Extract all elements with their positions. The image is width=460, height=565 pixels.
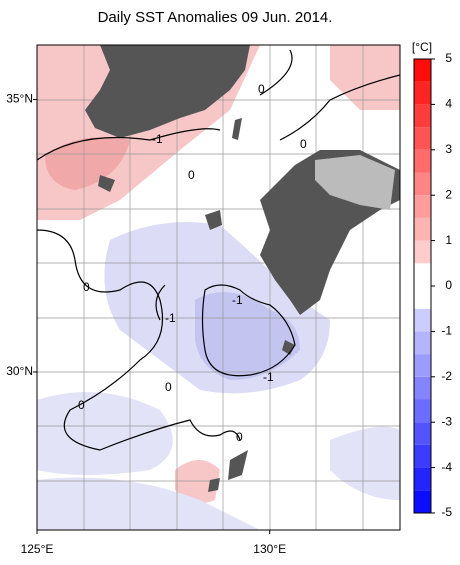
contour-label: 0 (258, 82, 265, 96)
colorbar-band (414, 81, 431, 105)
colorbar-band (414, 286, 431, 309)
warm-anomaly (330, 45, 400, 110)
colorbar-label: [°C] (412, 40, 432, 54)
contour-label: 0 (165, 380, 172, 394)
contour-label: 0 (236, 430, 243, 444)
warm-anomaly (175, 460, 220, 504)
contours (37, 49, 400, 451)
land-light (315, 155, 395, 210)
contour-label: 0 (188, 168, 195, 182)
colorbar-tick-label: 1 (445, 233, 452, 247)
colorbar-band (414, 172, 431, 196)
colorbar-band (414, 422, 431, 445)
colorbar-tick-label: -4 (441, 460, 452, 474)
colorbar-band (414, 195, 431, 218)
cool-anomaly (330, 426, 400, 500)
colorbar-band (414, 127, 431, 150)
colorbar-band (414, 467, 431, 491)
colorbar-band (414, 354, 431, 377)
colorbar-band (414, 104, 431, 128)
contour-label: 0 (83, 280, 90, 294)
colorbar-band (414, 376, 431, 400)
colorbar-band (414, 399, 431, 423)
contour-label: 0 (300, 137, 307, 151)
cool-anomaly (195, 292, 300, 380)
map-frame (36, 44, 401, 531)
colorbar-tick-label: 4 (445, 97, 452, 111)
colorbar-tick-label: 3 (445, 142, 452, 156)
colorbar-band (414, 308, 431, 332)
colorbar-band (414, 263, 431, 286)
lat-tick-label: 35°N (6, 92, 33, 106)
title: Daily SST Anomalies 09 Jun. 2014. (98, 9, 333, 26)
contour-label: 0 (78, 398, 85, 412)
colorbar-band (414, 240, 431, 264)
lon-tick-label: 125°E (21, 542, 54, 556)
colorbar-tick-label: -2 (441, 369, 452, 383)
colorbar-band (414, 331, 431, 355)
colorbar-band (414, 444, 431, 468)
colorbar-tick-label: 5 (445, 51, 452, 65)
contour-labels: 0 -1 0 0 -1 -1 0 -1 0 0 0 (78, 82, 307, 444)
colorbar-tick-label: -1 (441, 324, 452, 338)
lat-tick-label: 30°N (6, 364, 33, 378)
cool-anomaly (37, 392, 173, 475)
colorbar-tick-label: 2 (445, 187, 452, 201)
contour-label: -1 (152, 132, 163, 146)
lon-tick-label: 130°E (253, 542, 286, 556)
contour-label: -1 (165, 311, 176, 325)
colorbar-band (414, 149, 431, 173)
warm-anomaly (45, 137, 130, 190)
colorbar-band (414, 59, 431, 82)
colorbar-tick-label: -3 (441, 414, 452, 428)
colorbar-band (414, 217, 431, 241)
colorbar-tick-label: -5 (441, 505, 452, 519)
graticule (37, 45, 400, 530)
map-area (37, 45, 400, 530)
colorbar-tick-label: 0 (445, 278, 452, 292)
cool-anomaly (37, 477, 260, 530)
contour-label: -1 (232, 293, 243, 307)
contour-label: -1 (263, 370, 274, 384)
colorbar-band (414, 490, 431, 513)
